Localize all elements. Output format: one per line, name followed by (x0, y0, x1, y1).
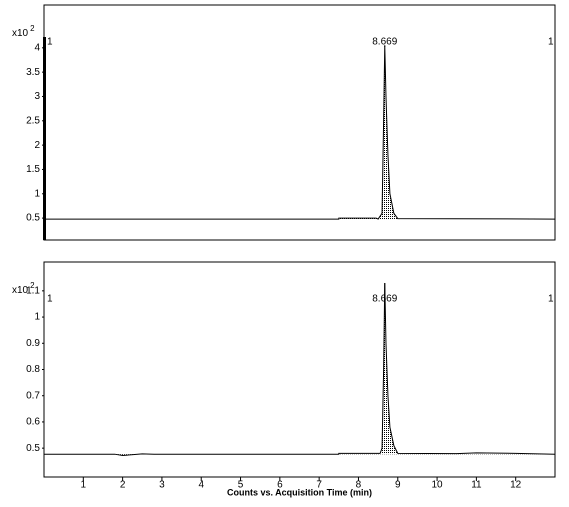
y-tick-label: 0.5 (26, 443, 40, 454)
x-tick-label: 11 (471, 480, 482, 491)
y-tick-label: 0.9 (26, 338, 40, 349)
trace-label: 1 (548, 294, 554, 305)
trace-label: 1 (47, 37, 53, 48)
y-tick-label: 1 (34, 312, 40, 323)
y-tick-label: 1 (34, 188, 40, 199)
y-multiplier-base: x10 (12, 285, 29, 296)
y-tick-label: 3 (34, 91, 40, 102)
y-multiplier-exponent: 2 (30, 281, 35, 290)
x-tick-label: 5 (238, 480, 244, 491)
x-tick-label: 2 (120, 480, 126, 491)
x-tick-label: 10 (432, 480, 444, 491)
peak-label: 8.669 (372, 294, 397, 305)
x-tick-label: 3 (159, 480, 165, 491)
trace-label: 1 (548, 37, 554, 48)
trace-line (44, 45, 556, 220)
y-tick-label: 0.7 (26, 390, 40, 401)
y-tick-label: 4 (34, 42, 40, 53)
y-tick-label: 1.5 (26, 164, 40, 175)
x-tick-label: 4 (198, 480, 204, 491)
x-tick-label: 1 (81, 480, 87, 491)
x-tick-label: 8 (356, 480, 362, 491)
y-tick-label: 2 (34, 140, 40, 151)
y-tick-label: 3.5 (26, 67, 40, 78)
trace-line (44, 282, 556, 457)
peak-label: 8.669 (372, 37, 397, 48)
trace-label: 1 (47, 294, 53, 305)
y-tick-label: 2.5 (26, 115, 40, 126)
y-multiplier-exponent: 2 (30, 24, 35, 33)
y-multiplier: x10 2 (12, 281, 35, 296)
y-multiplier: x10 2 (12, 24, 35, 39)
x-tick-label: 9 (395, 480, 401, 491)
y-tick-label: 0.6 (26, 417, 40, 428)
x-tick-label: 12 (510, 480, 522, 491)
y-tick-label: 0.8 (26, 364, 40, 375)
y-tick-label: 1.1 (26, 285, 40, 296)
x-tick-label: 7 (316, 480, 322, 491)
plot-frame (43, 4, 556, 241)
y-multiplier-base: x10 (12, 28, 29, 39)
x-tick-label: 6 (277, 480, 283, 491)
y-tick-label: 0.5 (26, 213, 40, 224)
x-axis-label: Counts vs. Acquisition Time (min) (227, 487, 372, 497)
